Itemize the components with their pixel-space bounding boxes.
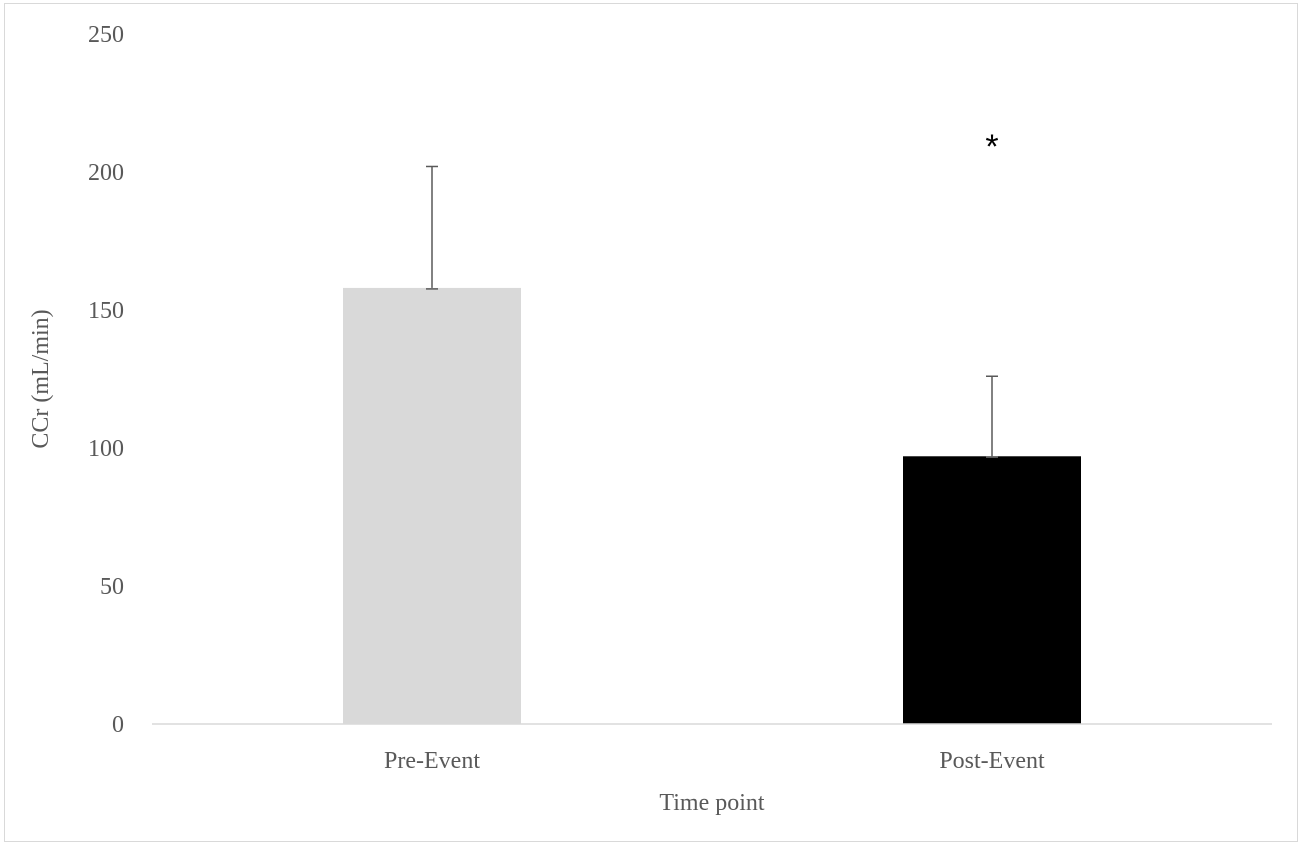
bar-pre-event (343, 287, 521, 724)
x-tick-label: Post-Event (939, 748, 1045, 774)
y-tick-label: 200 (88, 160, 124, 186)
x-axis-title: Time point (659, 790, 764, 816)
y-tick-label: 150 (88, 298, 124, 324)
y-tick-label: 100 (88, 436, 124, 462)
y-tick-label: 50 (100, 574, 124, 600)
chart-frame (4, 3, 1298, 842)
error-bars (426, 165, 998, 459)
bars (343, 287, 1081, 724)
y-axis-title: CCr (mL/min) (28, 309, 54, 448)
y-tick-label: 250 (88, 22, 124, 48)
y-tick-label: 0 (112, 712, 124, 738)
significance-marker: * (985, 128, 998, 166)
x-tick-label: Pre-Event (384, 748, 480, 774)
bar-post-event (903, 456, 1081, 724)
y-axis-ticks: 0 50 100 150 200 250 (88, 22, 124, 738)
annotations: * (985, 128, 998, 166)
x-axis-ticks: Pre-Event Post-Event (384, 748, 1045, 774)
